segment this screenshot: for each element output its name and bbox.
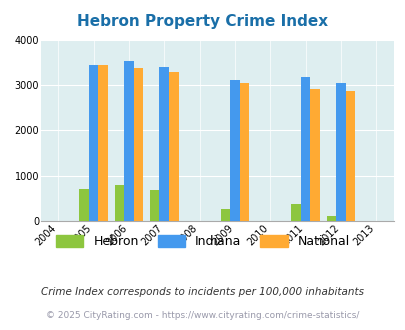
Bar: [159, 67, 168, 221]
Bar: [335, 83, 345, 221]
Bar: [98, 65, 108, 221]
Bar: [345, 91, 354, 221]
Bar: [133, 68, 143, 221]
Bar: [239, 83, 249, 221]
Legend: Hebron, Indiana, National: Hebron, Indiana, National: [51, 230, 354, 253]
Bar: [309, 88, 319, 221]
Bar: [79, 189, 89, 221]
Bar: [326, 216, 335, 221]
Bar: [290, 204, 300, 221]
Bar: [168, 72, 178, 221]
Bar: [300, 77, 309, 221]
Bar: [89, 65, 98, 221]
Bar: [220, 209, 230, 221]
Text: Hebron Property Crime Index: Hebron Property Crime Index: [77, 14, 328, 29]
Text: © 2025 CityRating.com - https://www.cityrating.com/crime-statistics/: © 2025 CityRating.com - https://www.city…: [46, 311, 359, 320]
Bar: [124, 61, 133, 221]
Text: Crime Index corresponds to incidents per 100,000 inhabitants: Crime Index corresponds to incidents per…: [41, 287, 364, 297]
Bar: [149, 190, 159, 221]
Bar: [114, 185, 124, 221]
Bar: [230, 80, 239, 221]
